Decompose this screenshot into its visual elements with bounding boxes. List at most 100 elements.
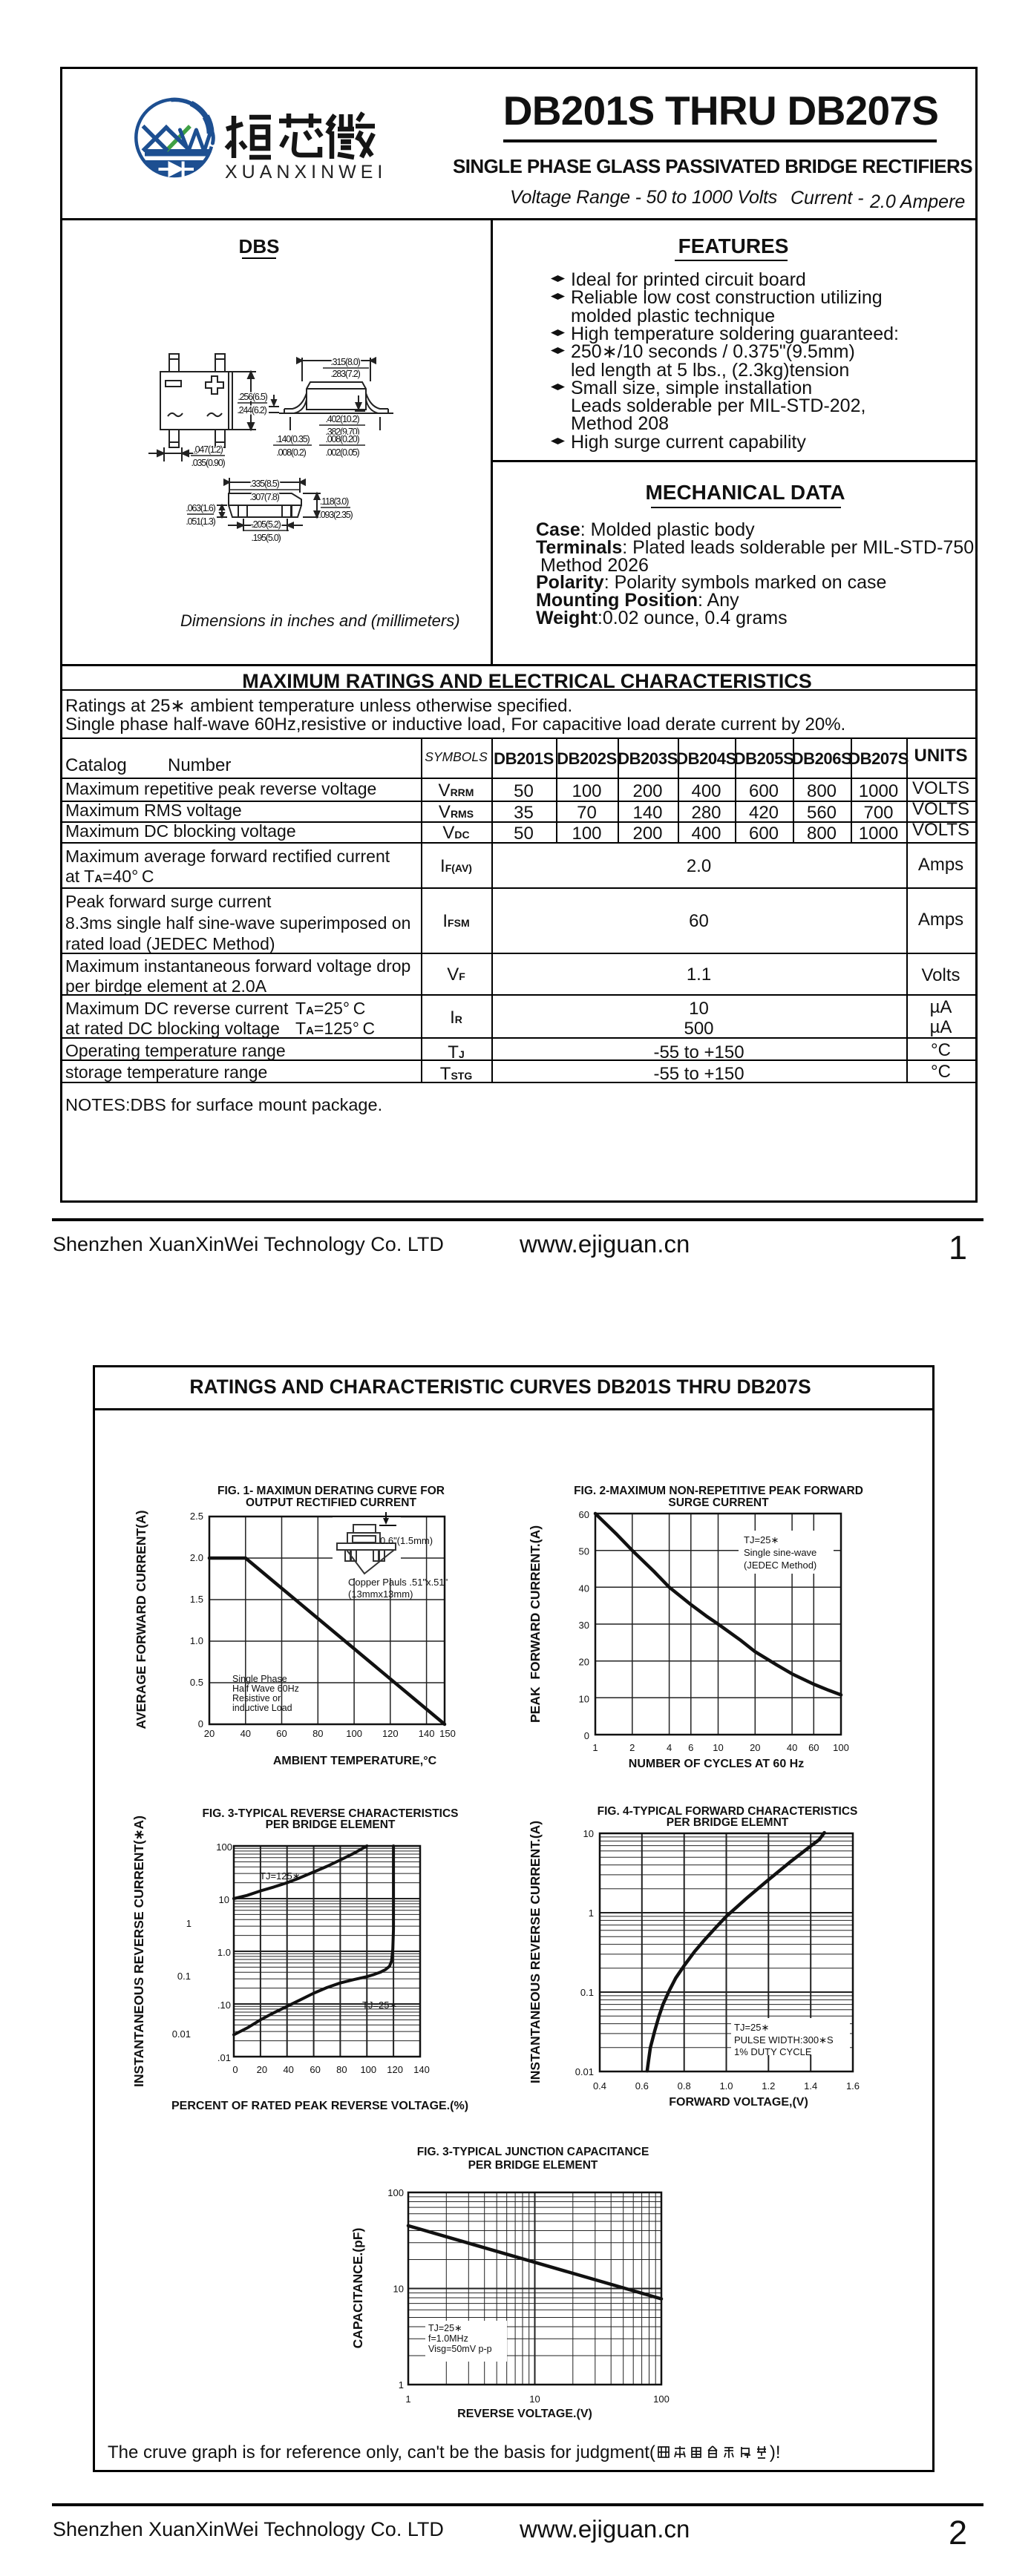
svg-text:(JEDEC Method): (JEDEC Method) [744, 1560, 816, 1571]
svg-text:PEAK FORWARD CURRENT.(A): PEAK FORWARD CURRENT.(A) [528, 1525, 543, 1723]
svg-text:.195(5.0): .195(5.0) [251, 533, 281, 543]
svg-text:FIG. 2-MAXIMUM NON-REPETITIVE: FIG. 2-MAXIMUM NON-REPETITIVE PEAK FORWA… [574, 1485, 863, 1497]
svg-text:Single Phase: Single Phase [232, 1674, 287, 1684]
svg-text:0.01: 0.01 [172, 2028, 191, 2040]
svg-text:0.8: 0.8 [678, 2080, 691, 2092]
svg-text:Half Wave 60Hz: Half Wave 60Hz [232, 1683, 299, 1694]
svg-text:AVERAGE FORWARD CURRENT(A): AVERAGE FORWARD CURRENT(A) [134, 1511, 148, 1729]
svg-text:40: 40 [787, 1742, 797, 1753]
svg-text:Single sine-wave: Single sine-wave [744, 1547, 816, 1558]
svg-text:.063(1.6): .063(1.6) [186, 503, 215, 513]
svg-text:.051(1.3): .051(1.3) [186, 516, 215, 527]
svg-text:10: 10 [583, 1828, 594, 1839]
svg-text:1.5: 1.5 [190, 1594, 203, 1605]
svg-text:100: 100 [360, 2064, 376, 2075]
svg-text:50: 50 [579, 1546, 589, 1557]
svg-text:TJ=125∗: TJ=125∗ [260, 1870, 301, 1882]
svg-text:REVERSE VOLTAGE.(V): REVERSE VOLTAGE.(V) [457, 2408, 592, 2420]
svg-text:1.0: 1.0 [190, 1635, 203, 1646]
svg-text:20: 20 [204, 1728, 215, 1739]
svg-text:.307(7.8): .307(7.8) [249, 492, 279, 502]
svg-text:60: 60 [310, 2064, 320, 2075]
svg-text:FORWARD VOLTAGE,(V): FORWARD VOLTAGE,(V) [669, 2096, 808, 2109]
svg-text:20: 20 [750, 1742, 760, 1753]
svg-text:40: 40 [240, 1728, 251, 1739]
svg-text:10: 10 [393, 2284, 404, 2295]
svg-text:TJ=25∗: TJ=25∗ [744, 1534, 779, 1545]
svg-text:.002(0.05): .002(0.05) [326, 447, 360, 458]
svg-text:100: 100 [216, 1841, 232, 1853]
svg-text:FIG. 3-TYPICAL JUNCTION CAPACI: FIG. 3-TYPICAL JUNCTION CAPACITANCE [417, 2146, 649, 2158]
svg-text:0.1: 0.1 [580, 1987, 594, 1998]
svg-text:TJ=25∗: TJ=25∗ [428, 2323, 462, 2333]
svg-text:0.4: 0.4 [593, 2080, 606, 2092]
svg-text:TJ=25∗: TJ=25∗ [362, 2000, 397, 2011]
svg-text:40: 40 [579, 1583, 589, 1594]
svg-text:1: 1 [186, 1918, 192, 1929]
svg-text:10: 10 [579, 1693, 589, 1704]
svg-text:AMBIENT TEMPERATURE,°C: AMBIENT TEMPERATURE,°C [273, 1755, 437, 1767]
svg-text:PER BRIDGE ELEMENT: PER BRIDGE ELEMENT [468, 2159, 598, 2172]
svg-text:4: 4 [667, 1742, 672, 1753]
svg-text:1.2: 1.2 [762, 2080, 775, 2092]
svg-text:TJ=25∗: TJ=25∗ [734, 2022, 769, 2033]
svg-text:.01: .01 [217, 2052, 231, 2063]
svg-text:.244(6.2): .244(6.2) [237, 405, 266, 415]
svg-text:.118(3.0): .118(3.0) [320, 496, 349, 507]
svg-text:1% DUTY CYCLE: 1% DUTY CYCLE [734, 2046, 812, 2057]
svg-text:1: 1 [592, 1742, 598, 1753]
svg-text:0: 0 [198, 1718, 203, 1729]
svg-text:.205(5.2): .205(5.2) [251, 519, 281, 530]
svg-text:80: 80 [312, 1728, 323, 1739]
svg-text:2.0: 2.0 [190, 1552, 203, 1563]
svg-text:f=1.0MHz: f=1.0MHz [428, 2333, 468, 2344]
svg-text:SURGE CURRENT: SURGE CURRENT [668, 1496, 769, 1509]
svg-text:.256(6.5): .256(6.5) [238, 392, 267, 402]
svg-text:FIG. 4-TYPICAL FORWARD CHARACT: FIG. 4-TYPICAL FORWARD CHARACTERISTICS [598, 1805, 858, 1818]
svg-text:120: 120 [387, 2064, 403, 2075]
svg-text:1: 1 [589, 1908, 594, 1919]
svg-text:.008(0.2): .008(0.2) [276, 447, 306, 458]
svg-text:.140(0.35): .140(0.35) [276, 434, 310, 444]
svg-text:60: 60 [276, 1728, 287, 1739]
svg-text:1: 1 [405, 2393, 410, 2405]
svg-text:60: 60 [808, 1742, 819, 1753]
svg-text:1: 1 [399, 2379, 404, 2391]
svg-text:NUMBER OF CYCLES AT 60 Hz: NUMBER OF CYCLES AT 60 Hz [629, 1758, 804, 1770]
svg-text:30: 30 [579, 1620, 589, 1631]
svg-text:INSTANTANEOUS REVERSE CURRENT.: INSTANTANEOUS REVERSE CURRENT.(A) [528, 1821, 543, 2083]
svg-text:FIG. 3-TYPICAL REVERSE CHARACT: FIG. 3-TYPICAL REVERSE CHARACTERISTICS [202, 1807, 458, 1820]
svg-text:0: 0 [584, 1730, 589, 1741]
svg-text:PERCENT OF RATED PEAK REVERSE: PERCENT OF RATED PEAK REVERSE VOLTAGE.(%… [171, 2100, 468, 2112]
svg-text:.008(0.20): .008(0.20) [326, 434, 360, 444]
svg-text:(13mmx13mm): (13mmx13mm) [348, 1588, 413, 1600]
svg-text:100: 100 [653, 2393, 670, 2405]
svg-text:Visg=50mV p-p: Visg=50mV p-p [428, 2344, 492, 2354]
svg-text:140: 140 [419, 1728, 435, 1739]
svg-text:Resistive or: Resistive or [232, 1693, 281, 1703]
svg-text:10: 10 [219, 1894, 229, 1905]
svg-text:0: 0 [232, 2064, 238, 2075]
svg-text:6: 6 [688, 1742, 693, 1753]
svg-text:0.01: 0.01 [575, 2066, 594, 2077]
svg-text:PER BRIDGE ELEMNT: PER BRIDGE ELEMNT [667, 1816, 789, 1829]
svg-text:100: 100 [387, 2187, 404, 2198]
svg-text:100: 100 [346, 1728, 362, 1739]
svg-text:2: 2 [629, 1742, 635, 1753]
svg-text:PULSE WIDTH:300∗S: PULSE WIDTH:300∗S [734, 2034, 834, 2046]
svg-text:40: 40 [283, 2064, 293, 2075]
svg-text:0.5: 0.5 [190, 1677, 203, 1688]
svg-text:.047(1.2): .047(1.2) [193, 444, 223, 455]
svg-text:.402(10.2): .402(10.2) [326, 414, 360, 424]
svg-text:140: 140 [413, 2064, 430, 2075]
svg-text:60: 60 [579, 1509, 589, 1520]
svg-text:inductive Load: inductive Load [232, 1703, 292, 1713]
svg-text:150: 150 [439, 1728, 456, 1739]
svg-text:10: 10 [713, 1742, 723, 1753]
svg-text:0.6"(1.5mm): 0.6"(1.5mm) [380, 1535, 433, 1546]
svg-text:.10: .10 [217, 2000, 231, 2011]
svg-text:.382(9.70): .382(9.70) [326, 427, 360, 437]
svg-text:1.6: 1.6 [846, 2080, 860, 2092]
svg-text:80: 80 [336, 2064, 347, 2075]
svg-text:0.6: 0.6 [635, 2080, 649, 2092]
